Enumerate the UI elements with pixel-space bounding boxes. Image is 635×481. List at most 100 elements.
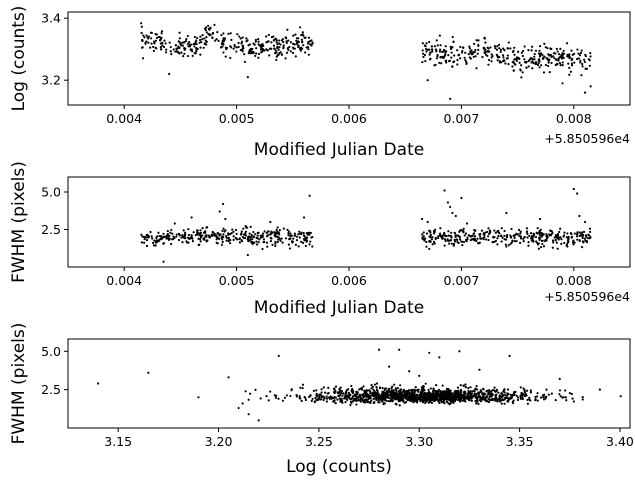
data-point — [482, 46, 485, 49]
data-point — [543, 55, 546, 58]
data-point — [295, 395, 299, 398]
data-point — [497, 229, 500, 232]
data-point — [162, 232, 165, 235]
data-point — [435, 384, 438, 387]
data-point — [487, 227, 490, 230]
data-point — [579, 59, 582, 62]
data-point — [454, 391, 457, 394]
data-point — [548, 58, 551, 61]
data-point — [575, 233, 579, 236]
data-point — [578, 214, 581, 218]
data-point — [375, 398, 378, 401]
data-point — [187, 45, 190, 48]
data-point — [447, 54, 450, 57]
data-point — [349, 403, 352, 407]
data-point — [159, 46, 162, 49]
data-point — [233, 43, 236, 47]
data-point — [158, 35, 161, 39]
data-point — [418, 374, 421, 377]
data-point — [291, 51, 295, 55]
data-point — [204, 230, 207, 233]
data-point — [581, 65, 584, 68]
data-point — [529, 237, 533, 240]
data-point — [392, 394, 395, 397]
data-point — [219, 233, 222, 236]
data-point — [531, 60, 534, 63]
data-point — [190, 234, 193, 237]
data-point — [460, 196, 463, 200]
data-point — [369, 397, 372, 400]
data-point — [205, 31, 208, 34]
data-point — [276, 43, 279, 46]
data-point — [285, 51, 289, 54]
data-point — [214, 39, 217, 42]
data-point — [152, 241, 155, 245]
data-point — [152, 45, 155, 48]
data-point — [350, 384, 353, 388]
data-point — [557, 56, 561, 59]
x-tick-label: 0.006 — [331, 273, 367, 288]
data-point — [527, 241, 530, 244]
data-point — [505, 211, 508, 215]
data-point — [346, 398, 349, 401]
data-point — [547, 61, 550, 64]
data-point — [262, 241, 265, 244]
chart-panel-3: 3.15 3.20 3.25 3.30 3.35 3.40 2.5 5.0 Log (count… — [9, 323, 634, 477]
data-point — [154, 39, 157, 42]
data-point — [391, 390, 395, 393]
data-point — [557, 238, 560, 241]
data-point — [200, 235, 203, 239]
data-point — [203, 42, 207, 46]
data-point — [459, 384, 462, 387]
data-point — [474, 49, 477, 52]
data-point — [461, 240, 464, 243]
data-point — [430, 238, 433, 241]
data-point — [297, 45, 300, 48]
data-point — [428, 247, 431, 251]
data-point — [536, 392, 539, 395]
data-point — [570, 64, 574, 67]
data-point — [142, 235, 146, 238]
data-point — [192, 231, 195, 234]
data-point — [360, 397, 363, 401]
data-point — [462, 399, 465, 402]
data-point — [450, 51, 453, 54]
data-point — [464, 51, 467, 54]
data-point — [221, 240, 224, 244]
data-point — [475, 395, 478, 398]
data-point — [549, 53, 553, 57]
data-point — [469, 50, 472, 53]
data-point — [261, 48, 264, 51]
data-point — [498, 395, 501, 398]
data-point — [477, 43, 480, 47]
data-point — [536, 232, 539, 235]
data-point — [249, 235, 253, 238]
data-point — [318, 396, 321, 399]
data-point — [355, 390, 358, 393]
data-point — [222, 202, 225, 206]
data-point — [298, 394, 301, 398]
data-point — [456, 238, 459, 241]
data-point — [584, 55, 587, 58]
data-point — [424, 382, 427, 385]
data-point — [301, 33, 304, 36]
data-point — [536, 395, 539, 398]
data-point — [494, 47, 497, 50]
data-point — [290, 389, 293, 392]
data-point — [399, 384, 402, 387]
data-point — [528, 58, 531, 61]
data-points — [97, 348, 622, 422]
data-point — [466, 236, 469, 239]
data-point — [220, 243, 224, 246]
data-point — [412, 399, 415, 403]
data-point — [181, 44, 184, 47]
data-point — [370, 383, 373, 387]
data-point — [277, 238, 280, 241]
data-point — [467, 386, 470, 390]
data-point — [431, 50, 434, 53]
data-point — [470, 392, 474, 395]
data-point — [430, 401, 434, 404]
data-point — [457, 234, 460, 237]
data-point — [456, 240, 459, 244]
data-point — [227, 236, 230, 239]
